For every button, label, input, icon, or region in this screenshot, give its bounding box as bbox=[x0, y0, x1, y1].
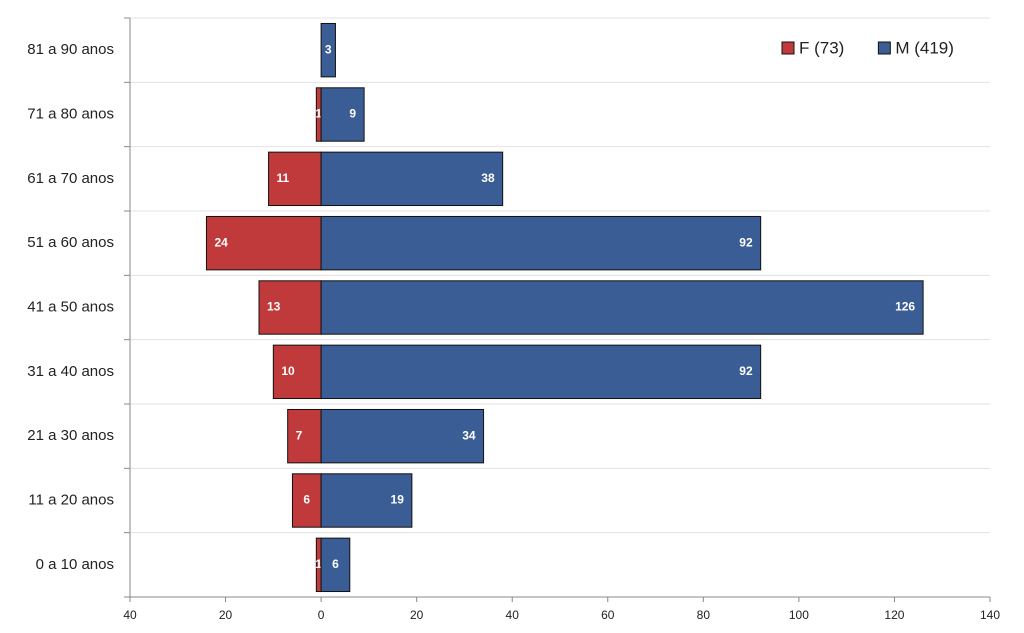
y-tick-label: 11 a 20 anos bbox=[28, 491, 114, 508]
value-label: 34 bbox=[462, 428, 476, 442]
value-label: 13 bbox=[267, 300, 281, 314]
y-tick-label: 51 a 60 anos bbox=[27, 234, 114, 251]
bar bbox=[320, 215, 762, 271]
bar bbox=[320, 151, 504, 207]
bar bbox=[258, 280, 322, 335]
bar bbox=[268, 151, 322, 207]
value-label: 38 bbox=[481, 171, 495, 185]
value-label: 24 bbox=[214, 235, 228, 249]
legend-label: F (73) bbox=[799, 38, 844, 57]
x-tick-label: 0 bbox=[318, 608, 325, 622]
x-tick-label: 20 bbox=[410, 608, 424, 622]
bar bbox=[320, 344, 762, 400]
value-label: 10 bbox=[281, 364, 295, 378]
x-tick-label: 40 bbox=[506, 608, 520, 622]
value-label: 7 bbox=[296, 428, 303, 442]
value-label: 126 bbox=[895, 300, 915, 314]
legend-label: M (419) bbox=[895, 38, 954, 57]
x-tick-label: 100 bbox=[789, 608, 809, 622]
bar bbox=[320, 280, 924, 335]
bar bbox=[320, 87, 365, 142]
bar bbox=[320, 408, 485, 464]
value-label: 3 bbox=[325, 42, 332, 56]
x-tick-label: 60 bbox=[601, 608, 615, 622]
value-label: 6 bbox=[332, 557, 339, 571]
y-tick-label: 71 a 80 anos bbox=[27, 105, 114, 122]
value-label: 19 bbox=[391, 493, 405, 507]
value-label: 9 bbox=[349, 107, 356, 121]
bar bbox=[320, 473, 413, 528]
value-label: 1 bbox=[315, 557, 322, 571]
x-tick-label: 120 bbox=[884, 608, 904, 622]
x-tick-label: 140 bbox=[980, 608, 1000, 622]
value-label: 6 bbox=[303, 493, 310, 507]
bar bbox=[320, 22, 336, 78]
x-tick-label: 80 bbox=[697, 608, 711, 622]
y-tick-label: 41 a 50 anos bbox=[27, 298, 114, 315]
bar bbox=[320, 537, 351, 593]
value-label: 11 bbox=[277, 171, 290, 185]
y-tick-label: 81 a 90 anos bbox=[27, 41, 114, 58]
bar bbox=[287, 408, 322, 464]
y-tick-label: 31 a 40 anos bbox=[27, 363, 114, 380]
legend-swatch bbox=[781, 41, 795, 55]
x-tick-label: 20 bbox=[219, 608, 233, 622]
y-tick-label: 0 a 10 anos bbox=[36, 556, 114, 573]
value-label: 92 bbox=[739, 235, 753, 249]
y-tick-label: 61 a 70 anos bbox=[27, 170, 114, 187]
value-label: 1 bbox=[315, 107, 322, 121]
value-label: 92 bbox=[739, 364, 753, 378]
x-tick-label: 40 bbox=[123, 608, 137, 622]
legend-swatch bbox=[877, 41, 891, 55]
y-tick-label: 21 a 30 anos bbox=[27, 427, 114, 444]
